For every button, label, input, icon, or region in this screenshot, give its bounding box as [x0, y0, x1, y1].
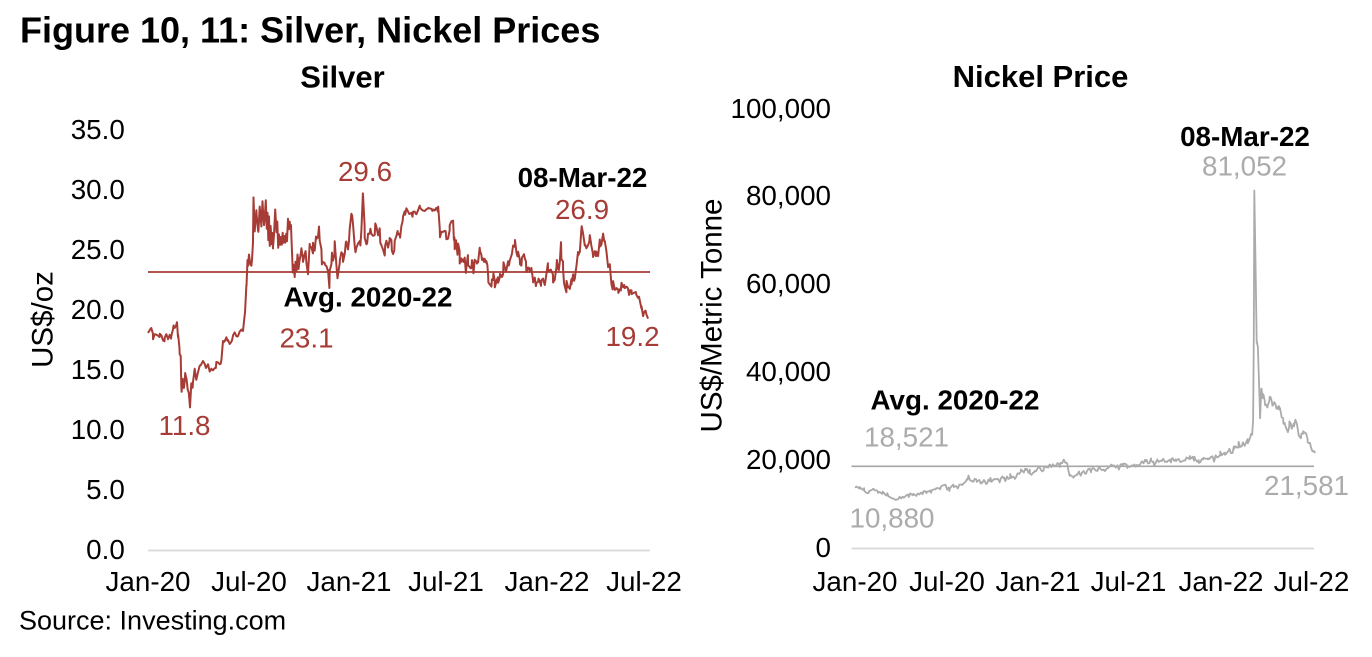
svg-text:Jul-21: Jul-21 [1091, 566, 1167, 597]
svg-text:0: 0 [816, 532, 831, 563]
svg-text:30.0: 30.0 [71, 174, 125, 205]
svg-text:08-Mar-22: 08-Mar-22 [1180, 121, 1310, 152]
svg-text:23.1: 23.1 [279, 323, 333, 354]
svg-text:10.0: 10.0 [71, 414, 125, 445]
svg-text:81,052: 81,052 [1202, 151, 1287, 182]
svg-text:26.9: 26.9 [555, 194, 609, 225]
svg-text:80,000: 80,000 [746, 180, 831, 211]
svg-text:40,000: 40,000 [746, 356, 831, 387]
svg-text:20,000: 20,000 [746, 444, 831, 475]
svg-text:20.0: 20.0 [71, 294, 125, 325]
svg-text:Jul-20: Jul-20 [211, 566, 287, 597]
svg-text:US$/Metric Tonne: US$/Metric Tonne [696, 199, 729, 433]
svg-text:60,000: 60,000 [746, 268, 831, 299]
svg-text:19.2: 19.2 [605, 321, 659, 352]
svg-text:21,581: 21,581 [1264, 470, 1349, 501]
svg-text:Jan-22: Jan-22 [1179, 566, 1264, 597]
svg-text:10,880: 10,880 [849, 503, 934, 534]
svg-text:29.6: 29.6 [338, 156, 392, 187]
svg-text:Jan-21: Jan-21 [996, 566, 1081, 597]
svg-text:15.0: 15.0 [71, 354, 125, 385]
svg-text:Jan-21: Jan-21 [307, 566, 392, 597]
svg-text:Jul-20: Jul-20 [909, 566, 985, 597]
svg-text:Jan-20: Jan-20 [813, 566, 898, 597]
svg-text:Jul-21: Jul-21 [408, 566, 484, 597]
svg-text:5.0: 5.0 [86, 474, 125, 505]
svg-text:11.8: 11.8 [158, 410, 210, 441]
svg-text:Avg. 2020-22: Avg. 2020-22 [871, 384, 1040, 415]
svg-text:18,521: 18,521 [864, 422, 949, 453]
svg-text:Jan-22: Jan-22 [505, 566, 590, 597]
svg-text:Silver: Silver [300, 60, 384, 95]
svg-text:Source: Investing.com: Source: Investing.com [19, 605, 286, 635]
svg-text:35.0: 35.0 [71, 114, 125, 145]
svg-text:Figure 10, 11: Silver, Nickel: Figure 10, 11: Silver, Nickel Prices [20, 10, 600, 51]
svg-text:Jan-20: Jan-20 [106, 566, 191, 597]
svg-text:Jul-22: Jul-22 [1274, 566, 1350, 597]
svg-text:Nickel Price: Nickel Price [953, 59, 1129, 94]
svg-text:Avg. 2020-22: Avg. 2020-22 [284, 282, 453, 313]
svg-text:08-Mar-22: 08-Mar-22 [518, 162, 648, 193]
svg-text:100,000: 100,000 [731, 93, 831, 124]
svg-text:0.0: 0.0 [86, 534, 125, 565]
svg-text:US$/oz: US$/oz [27, 271, 60, 368]
svg-text:Jul-22: Jul-22 [606, 566, 682, 597]
svg-text:25.0: 25.0 [71, 234, 125, 265]
